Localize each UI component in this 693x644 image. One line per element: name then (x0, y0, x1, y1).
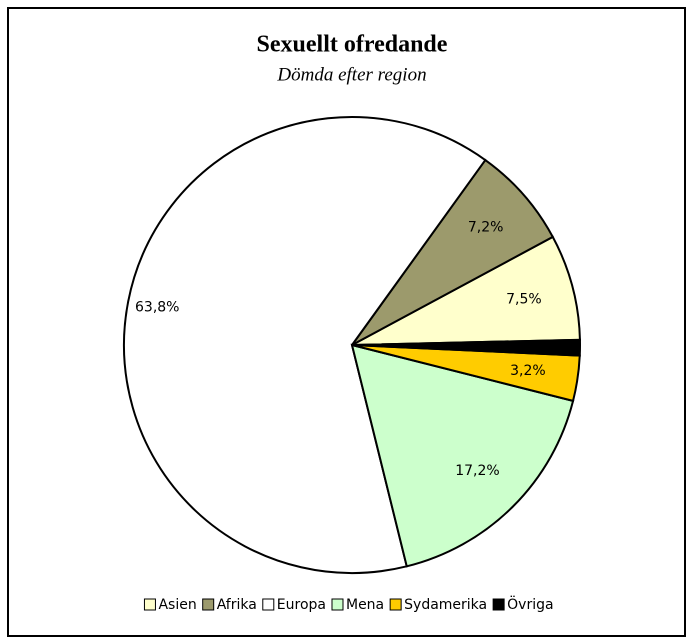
chart-subtitle: Dömda efter region (276, 64, 426, 85)
pie-slice (351, 338, 581, 357)
legend: Asien Afrika Europa Mena Sydamerika Övriga (143, 595, 554, 613)
pie-slice (123, 116, 487, 574)
data-label: 7,5% (506, 292, 542, 308)
legend-item: Asien (143, 597, 197, 613)
legend-label: Europa (277, 597, 326, 613)
data-label: 3,2% (510, 363, 546, 379)
legend-swatch (202, 598, 215, 611)
legend-item: Övriga (492, 595, 554, 613)
legend-label: Asien (158, 597, 196, 613)
legend-swatch (389, 598, 402, 611)
chart-title: Sexuellt ofredande (257, 32, 448, 58)
legend-item: Mena (331, 597, 384, 613)
legend-label: Sydamerika (404, 597, 487, 613)
legend-item: Europa (262, 597, 326, 613)
legend-swatch (262, 598, 275, 611)
legend-item: Sydamerika (389, 597, 487, 613)
data-label: 63,8% (135, 299, 179, 315)
legend-label: Afrika (217, 597, 257, 613)
pie-slice (350, 343, 575, 568)
pie-slice (351, 235, 581, 346)
pie-slice (351, 158, 555, 346)
legend-swatch (331, 598, 344, 611)
legend-swatch (143, 598, 156, 611)
legend-label: Mena (346, 597, 384, 613)
data-label: 7,2% (468, 220, 504, 236)
legend-item: Afrika (202, 597, 257, 613)
data-label: 17,2% (455, 463, 499, 479)
legend-swatch (492, 598, 505, 611)
legend-label: Övriga (507, 595, 553, 613)
